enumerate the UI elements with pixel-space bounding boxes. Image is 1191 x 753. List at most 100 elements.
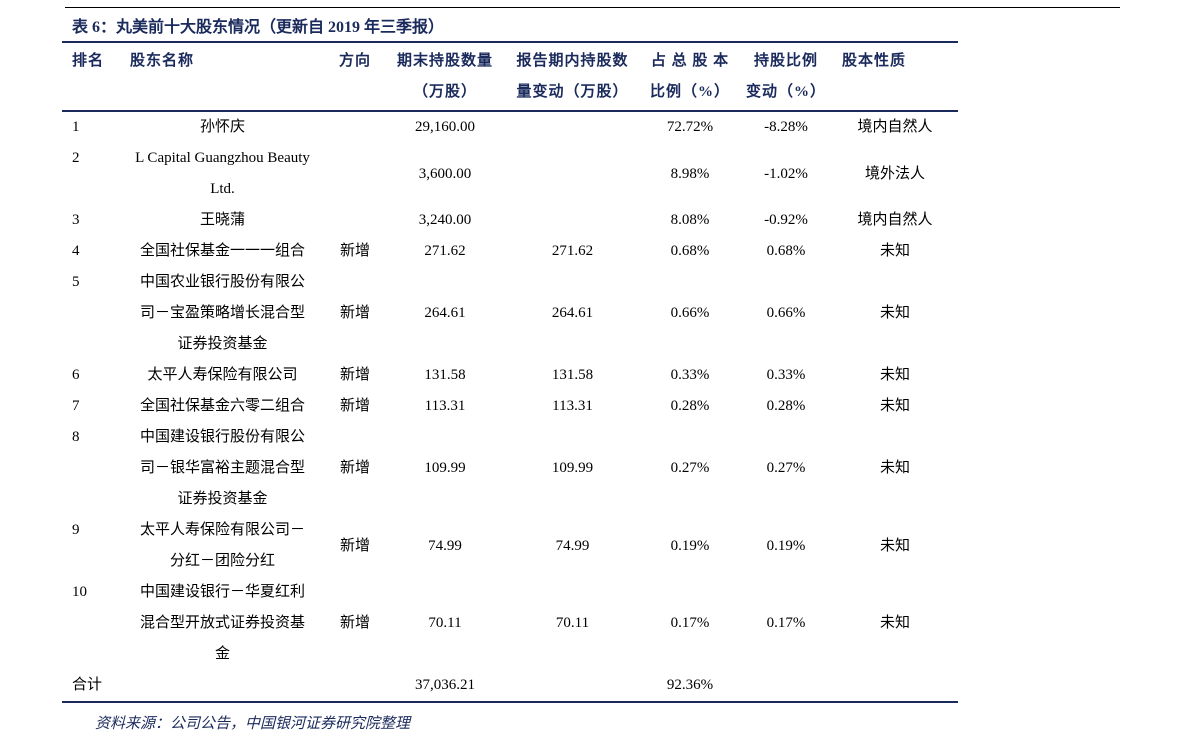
table-cell: 新增 <box>325 267 385 360</box>
table-cell: 0.66% <box>740 267 832 360</box>
table-cell: 太平人寿保险有限公司－ 分红－团险分红 <box>120 515 325 577</box>
table-cell: 37,036.21 <box>385 670 505 703</box>
table-cell: 8.98% <box>640 143 740 205</box>
table-cell: 境外法人 <box>832 143 958 205</box>
table-cell: -1.02% <box>740 143 832 205</box>
cell-line: 0.19% <box>670 537 710 554</box>
cell-line: 新增 <box>339 460 370 476</box>
cell-line: 0.17% <box>670 615 710 631</box>
cell-line: 8.98% <box>670 165 710 182</box>
table-cell: 未知 <box>832 422 958 515</box>
table-cell: 74.99 <box>385 515 505 577</box>
table-row: 4 全国社保基金一一一组合 新增 271.62 271.62 0.68% 0.68% 未知 <box>62 236 958 267</box>
table-cell: 境内自然人 <box>832 205 958 236</box>
header-cell: 股本性质 <box>832 46 958 112</box>
table-cell: 0.17% <box>740 577 832 670</box>
cell-line: 全国社保基金一一一组合 <box>139 243 305 259</box>
table-cell: 113.31 <box>385 391 505 422</box>
table-cell <box>505 670 640 703</box>
table-cell: 271.62 <box>385 236 505 267</box>
table-row: 3 王晓蒲 3,240.00 8.08% -0.92% 境内自然人 <box>62 205 958 236</box>
header-row: 排名 股东名称 方向 期末持股数量 （万股） 报告期内持股数 量变动（万股）占 总 股 本比… <box>62 46 958 112</box>
table-cell: 264.61 <box>385 267 505 360</box>
cell-line: 未知 <box>879 537 910 554</box>
table-cell: 中国建设银行股份有限公 司－银华富裕主题混合型 证券投资基金 <box>120 422 325 515</box>
table-cell: 131.58 <box>505 360 640 391</box>
table-cell: 131.58 <box>385 360 505 391</box>
table-row: 2 L Capital Guangzhou Beauty Ltd. 3,600.00 8… <box>62 143 958 205</box>
table-cell: 未知 <box>832 391 958 422</box>
table-cell: 0.28% <box>640 391 740 422</box>
table-cell: 境内自然人 <box>832 111 958 143</box>
table-cell: 孙怀庆 <box>120 111 325 143</box>
cell-line: 报告期内持股数 <box>516 53 629 69</box>
cell-line: 72.72% <box>666 119 714 135</box>
table-row: 8 中国建设银行股份有限公 司－银华富裕主题混合型 证券投资基金 新增 109.99 109… <box>62 422 958 515</box>
cell-line: 全国社保基金六零二组合 <box>139 398 305 414</box>
table-cell <box>325 111 385 143</box>
table-cell: 0.66% <box>640 267 740 360</box>
cell-line: 中国建设银行股份有限公 <box>139 429 305 445</box>
table-cell: 3,600.00 <box>385 143 505 205</box>
shareholder-table: 排名 股东名称 方向 期末持股数量 （万股） 报告期内持股数 量变动（万股）占 总 股 本比… <box>62 46 958 703</box>
table-cell: 未知 <box>832 267 958 360</box>
top-rule <box>65 7 1120 8</box>
table-row: 10 中国建设银行－华夏红利 混合型开放式证券投资基金新增 70.11 70.11 0.1… <box>62 577 958 670</box>
cell-line: 8.08% <box>670 212 710 228</box>
cell-line: 未知 <box>879 398 910 414</box>
cell-line: 264.61 <box>551 305 594 321</box>
table-cell: 中国农业银行股份有限公 司－宝盈策略增长混合型 证券投资基金 <box>120 267 325 360</box>
table-cell: 0.33% <box>640 360 740 391</box>
table-row: 9 太平人寿保险有限公司－ 分红－团险分红 新增 74.99 74.99 0.19% 0.19… <box>62 515 958 577</box>
table-cell: 0.68% <box>740 236 832 267</box>
cell-line: 131.58 <box>424 367 466 383</box>
cell-line: 6 <box>72 367 80 383</box>
cell-line: 比例（%） <box>649 84 730 100</box>
table-cell: 新增 <box>325 577 385 670</box>
table-cell: 太平人寿保险有限公司 <box>120 360 325 391</box>
table-cell: 未知 <box>832 577 958 670</box>
table-cell: 70.11 <box>385 577 505 670</box>
table-cell: 新增 <box>325 515 385 577</box>
cell-line: 0.27% <box>670 460 710 476</box>
cell-line: 113.31 <box>552 398 593 414</box>
cell-line: 持股比例 <box>753 53 818 69</box>
table-cell: 2 <box>62 143 120 205</box>
cell-line: 中国建设银行－华夏红利 <box>139 584 305 600</box>
cell-line: 0.66% <box>766 305 806 321</box>
table-cell <box>505 205 640 236</box>
table-cell: 3,240.00 <box>385 205 505 236</box>
cell-line: 8 <box>72 429 80 445</box>
cell-line: 太平人寿保险有限公司－ <box>139 522 305 538</box>
cell-line: 0.19% <box>766 537 806 554</box>
cell-line: 混合型开放式证券投资基 <box>139 615 305 631</box>
cell-line: 10 <box>72 584 87 600</box>
cell-line: 92.36% <box>666 677 714 693</box>
source-note: 资料来源：公司公告，中国银河证券研究院整理 <box>95 716 411 732</box>
cell-line: 股本性质 <box>842 53 907 69</box>
cell-line: 3,240.00 <box>418 212 472 228</box>
cell-line: 司－宝盈策略增长混合型 <box>139 305 305 321</box>
cell-line: 9 <box>72 522 80 538</box>
cell-line: 分红－团险分红 <box>169 553 275 569</box>
cell-line: 0.17% <box>766 615 806 631</box>
table-cell: 未知 <box>832 360 958 391</box>
cell-line: 新增 <box>339 243 370 259</box>
cell-line: 变动（%） <box>745 84 826 100</box>
table-title: 表 6：丸美前十大股东情况（更新自 2019 年三季报） <box>62 14 958 43</box>
cell-line: 新增 <box>339 398 370 414</box>
table-cell: 5 <box>62 267 120 360</box>
cell-line: 证券投资基金 <box>177 336 268 352</box>
header-cell: 占 总 股 本比例（%） <box>640 46 740 112</box>
cell-line: Ltd. <box>210 181 235 197</box>
cell-line: 司－银华富裕主题混合型 <box>139 460 305 476</box>
cell-line: 3,600.00 <box>418 165 472 182</box>
cell-line: 合计 <box>72 677 103 693</box>
table-cell: 合计 <box>62 670 120 703</box>
table-cell: 0.19% <box>740 515 832 577</box>
table-cell: 新增 <box>325 422 385 515</box>
table-cell: 未知 <box>832 515 958 577</box>
table-cell <box>325 670 385 703</box>
cell-line: 0.28% <box>766 398 806 414</box>
cell-line: 新增 <box>339 537 370 554</box>
